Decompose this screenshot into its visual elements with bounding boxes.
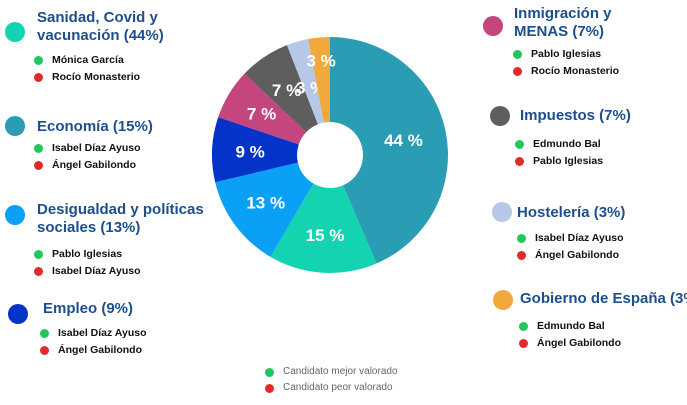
best-candidate-dot	[34, 56, 43, 65]
category-color-dot	[5, 116, 25, 136]
best-candidate-dot	[34, 144, 43, 153]
slice-3	[212, 117, 299, 183]
worst-candidate: Rocío Monasterio	[52, 71, 141, 83]
category-color-dot	[493, 290, 513, 310]
best-candidate: Isabel Díaz Ayuso	[52, 142, 141, 154]
best-candidate: Mónica García	[52, 54, 124, 66]
slice-label-7: 3 %	[306, 51, 335, 70]
category-title: Impuestos (7%)	[520, 107, 631, 124]
category-title: Inmigración y MENAS (7%)	[514, 5, 612, 40]
worst-candidate: Rocío Monasterio	[531, 65, 620, 77]
category-title: Sanidad, Covid y vacunación (44%)	[37, 9, 164, 44]
worst-candidate: Ángel Gabilondo	[52, 159, 136, 171]
category-title: Gobierno de España (3%)	[520, 290, 687, 307]
slice-6	[286, 39, 324, 125]
category-color-dot	[8, 304, 28, 324]
worst-candidate: Ángel Gabilondo	[58, 344, 142, 356]
slice-label-5: 7 %	[272, 81, 301, 100]
slice-4	[218, 73, 307, 145]
category-color-dot	[5, 205, 25, 225]
category-title: Hostelería (3%)	[517, 204, 626, 221]
slice-label-1: 15 %	[306, 226, 345, 245]
legend-best-label: Candidato mejor valorado	[283, 366, 398, 377]
slice-5	[244, 45, 318, 133]
category-color-dot	[492, 202, 512, 222]
best-candidate-dot	[34, 250, 43, 259]
category-title: Desigualdad y políticas sociales (13%)	[37, 201, 204, 236]
category-color-dot	[490, 106, 510, 126]
best-candidate-dot	[515, 140, 524, 149]
worst-candidate-dot	[34, 267, 43, 276]
legend-best-dot	[265, 368, 274, 377]
category-color-dot	[483, 16, 503, 36]
slice-1	[270, 183, 377, 274]
best-candidate: Isabel Díaz Ayuso	[535, 232, 624, 244]
best-candidate: Pablo Iglesias	[52, 248, 123, 260]
slice-label-4: 7 %	[247, 105, 276, 124]
worst-candidate: Ángel Gabilondo	[537, 337, 621, 349]
category-title: Economía (15%)	[37, 118, 153, 135]
best-candidate: Isabel Díaz Ayuso	[58, 327, 147, 339]
slice-7	[308, 37, 330, 123]
best-candidate-dot	[513, 50, 522, 59]
legend-worst-dot	[265, 384, 274, 393]
worst-candidate-dot	[519, 339, 528, 348]
worst-candidate-dot	[515, 157, 524, 166]
slice-label-2: 13 %	[246, 194, 285, 213]
slice-0	[330, 36, 449, 264]
category-color-dot	[5, 22, 25, 42]
worst-candidate: Ángel Gabilondo	[535, 249, 619, 261]
worst-candidate-dot	[517, 251, 526, 260]
best-candidate: Edmundo Bal	[537, 320, 605, 332]
best-candidate-dot	[40, 329, 49, 338]
worst-candidate: Isabel Díaz Ayuso	[52, 265, 141, 277]
best-candidate-dot	[519, 322, 528, 331]
worst-candidate-dot	[34, 73, 43, 82]
worst-candidate-dot	[513, 67, 522, 76]
best-candidate: Edmundo Bal	[533, 138, 601, 150]
slice-label-0: 44 %	[384, 131, 423, 150]
worst-candidate-dot	[40, 346, 49, 355]
best-candidate: Pablo Iglesias	[531, 48, 602, 60]
slice-label-3: 9 %	[235, 142, 264, 161]
slice-2	[215, 162, 314, 257]
best-candidate-dot	[517, 234, 526, 243]
legend-worst-label: Candidato peor valorado	[283, 382, 393, 393]
worst-candidate: Pablo Iglesias	[533, 155, 604, 167]
worst-candidate-dot	[34, 161, 43, 170]
category-title: Empleo (9%)	[43, 300, 134, 317]
